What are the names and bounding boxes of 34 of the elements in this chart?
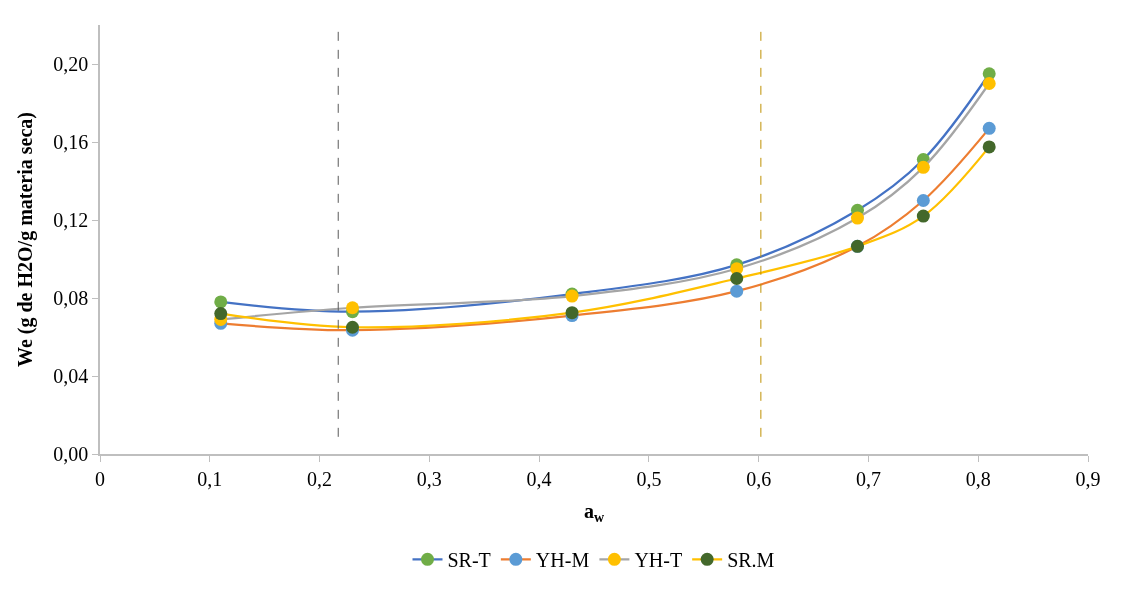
legend-label: YH-M	[535, 549, 590, 572]
point	[346, 301, 359, 315]
point	[982, 77, 996, 90]
x-tick-label: 0,6	[746, 467, 772, 490]
point	[982, 140, 996, 154]
x-axis-title: a$_{w}$	[583, 499, 605, 525]
x-tick-label: 0,3	[416, 467, 442, 490]
y-tick-label: 0,20	[53, 53, 89, 75]
point	[850, 211, 864, 225]
point	[214, 307, 228, 321]
x-tick-label: 0,2	[307, 467, 333, 490]
legend-label: SR-T	[447, 549, 491, 572]
point	[916, 160, 930, 174]
legend-label: YH-T	[634, 549, 683, 572]
x-tick-label: 0,5	[636, 467, 662, 490]
y-tick-label: 0,00	[53, 443, 89, 465]
point	[730, 272, 744, 285]
x-tick-label: 0,9	[1075, 467, 1101, 490]
x-tick-label: 0,4	[526, 467, 552, 490]
point	[916, 194, 930, 207]
x-tick-label: 0	[95, 467, 105, 490]
point	[916, 209, 930, 223]
y-axis-title: We (g de H2O/g materia seca)	[14, 112, 38, 367]
y-tick-label: 0,04	[53, 365, 89, 387]
legend-label: SR.M	[727, 549, 775, 572]
y-tick-label: 0,16	[53, 131, 89, 153]
x-tick-label: 0,1	[197, 467, 223, 490]
x-tick-label: 0,7	[855, 467, 881, 490]
y-tick-label: 0,12	[53, 209, 89, 231]
point	[730, 284, 744, 298]
y-tick-label: 0,08	[53, 287, 89, 309]
point	[214, 295, 228, 309]
x-tick-label: 0,8	[965, 467, 991, 490]
point	[982, 121, 996, 135]
